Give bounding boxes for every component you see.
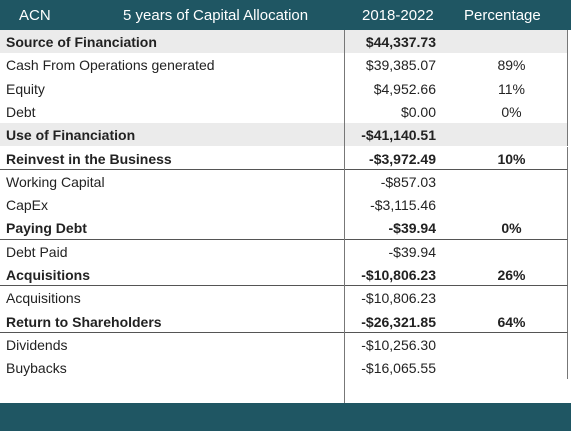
row-label: Buybacks: [6, 360, 67, 377]
amount: -$10,806.23: [361, 267, 436, 283]
table-row: Acquisitions -$10,806.23 26%: [0, 263, 568, 287]
row-label: Debt: [6, 103, 36, 120]
table-row: Source of Financiation $44,337.73: [0, 30, 568, 54]
table-row: CapEx -$3,115.46: [0, 193, 568, 217]
row-label: Cash From Operations generated: [6, 57, 215, 74]
row-label: Source of Financiation: [6, 34, 157, 50]
amount: -$26,321.85: [361, 313, 436, 330]
header-cell: 5 years of Capital Allocation: [123, 7, 309, 24]
percentage: 0%: [501, 103, 522, 120]
table-row: Acquisitions -$10,806.23: [0, 286, 568, 310]
amount: -$3,115.46: [370, 197, 436, 214]
amount: -$857.03: [380, 173, 436, 190]
table-row: Debt $0.00 0%: [0, 99, 568, 124]
percentage: 10%: [497, 150, 526, 167]
row-label: Acquisitions: [6, 290, 81, 307]
amount: $44,337.73: [365, 34, 436, 50]
amount: $0.00: [400, 103, 436, 120]
percentage: 89%: [497, 57, 526, 74]
footer-bar: [0, 403, 571, 431]
table-row: Equity $4,952.66 11%: [0, 76, 568, 100]
table-row: Paying Debt -$39.94 0%: [0, 216, 568, 240]
row-label: Working Capital: [6, 173, 105, 190]
amount: -$3,972.49: [369, 150, 436, 167]
percentage: 64%: [497, 313, 526, 330]
header-row: ACN 5 years of Capital Allocation 2018-2…: [0, 0, 571, 30]
percentage: 26%: [497, 267, 526, 283]
table-row: Buybacks -$16,065.55: [0, 356, 568, 380]
row-label: Debt Paid: [6, 243, 68, 260]
amount: $4,952.66: [373, 80, 436, 97]
amount: -$41,140.51: [361, 127, 436, 144]
amount: -$10,806.23: [361, 290, 436, 307]
table-row: Working Capital -$857.03: [0, 169, 568, 194]
row-label: Paying Debt: [6, 220, 87, 237]
table-row: Debt Paid -$39.94: [0, 239, 568, 263]
percentage: 0%: [501, 220, 522, 237]
row-label: Reinvest in the Business: [6, 150, 172, 167]
row-label: CapEx: [6, 197, 49, 214]
row-label: Acquisitions: [6, 267, 91, 283]
amount: -$10,256.30: [361, 336, 436, 353]
row-label: Use of Financiation: [6, 127, 136, 144]
table-row: Cash From Operations generated $39,385.07…: [0, 53, 568, 77]
row-label: Dividends: [6, 336, 68, 353]
percentage: 11%: [498, 80, 525, 97]
column-divider: [344, 30, 345, 403]
amount: -$39.94: [388, 220, 436, 237]
header-cell: 2018-2022: [362, 7, 434, 24]
amount: -$16,065.55: [361, 360, 436, 377]
header-cell: ACN: [19, 7, 51, 24]
table-row: Return to Shareholders -$26,321.85 64%: [0, 309, 568, 333]
header-cell: Percentage: [464, 7, 541, 24]
amount: -$39.94: [388, 243, 436, 260]
amount: $39,385.07: [365, 57, 436, 74]
table-row: Use of Financiation -$41,140.51: [0, 123, 568, 147]
table-row: Dividends -$10,256.30: [0, 332, 568, 357]
table-row: Reinvest in the Business -$3,972.49 10%: [0, 146, 568, 170]
row-label: Return to Shareholders: [6, 313, 162, 330]
row-label: Equity: [6, 80, 45, 97]
